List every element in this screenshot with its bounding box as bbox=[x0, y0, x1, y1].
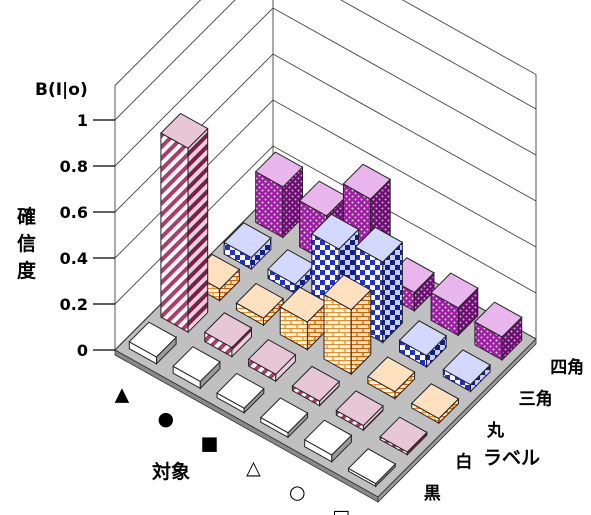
bar-○-丸 bbox=[367, 356, 416, 400]
bar-▲-白 bbox=[160, 112, 209, 334]
z-side-char-2: 信 bbox=[17, 232, 36, 255]
bar-●-白 bbox=[203, 312, 253, 358]
x-tick-label: ○ bbox=[289, 481, 306, 503]
z-tick-label: 0.2 bbox=[60, 295, 88, 314]
bar-●-丸 bbox=[235, 282, 284, 327]
bar-■-白 bbox=[247, 338, 297, 383]
z-side-char-3: 度 bbox=[17, 259, 37, 282]
bar-△-白 bbox=[291, 365, 341, 407]
gridline bbox=[114, 7, 537, 167]
x-tick-label: △ bbox=[246, 457, 261, 479]
bar-□-四角 bbox=[474, 301, 523, 362]
bar-▲-四角 bbox=[254, 151, 304, 239]
x-tick-label: ■ bbox=[201, 432, 219, 454]
bar-□-黒 bbox=[347, 448, 397, 488]
bar-□-丸 bbox=[410, 383, 460, 425]
y-tick-label: 黒 bbox=[424, 484, 441, 504]
bar-○-白 bbox=[335, 390, 384, 432]
bar-●-黒 bbox=[172, 346, 221, 390]
z-tick-label: 0 bbox=[77, 341, 88, 360]
y-tick-label: 三角 bbox=[519, 388, 553, 409]
y-tick-label: 丸 bbox=[486, 420, 505, 441]
z-tick-label: 1 bbox=[77, 111, 88, 130]
y-axis-title: ラベル bbox=[483, 447, 540, 469]
bar-□-白 bbox=[379, 416, 428, 456]
z-axis-title: B(I|o) bbox=[35, 80, 88, 100]
bar-○-四角 bbox=[430, 272, 479, 337]
gridline bbox=[114, 0, 537, 121]
y-tick-label: 四角 bbox=[550, 357, 584, 378]
bar-▲-黒 bbox=[128, 321, 177, 366]
z-tick-label: 0.8 bbox=[60, 157, 88, 176]
bar-□-三角 bbox=[442, 349, 491, 393]
y-tick-label: 白 bbox=[455, 452, 472, 473]
x-tick-label: □ bbox=[332, 506, 350, 515]
bar-○-黒 bbox=[303, 419, 353, 464]
bar-■-黒 bbox=[216, 372, 265, 415]
bar-△-丸 bbox=[323, 274, 372, 376]
bars-group bbox=[128, 112, 523, 488]
bar-△-黒 bbox=[259, 397, 309, 439]
z-tick-label: 0.6 bbox=[60, 203, 88, 222]
z-axis-side-title: 確 信 度 bbox=[17, 205, 43, 282]
bar-▲-三角 bbox=[223, 222, 272, 271]
x-tick-label: ● bbox=[158, 408, 175, 430]
floor-rim-right bbox=[377, 338, 537, 503]
bar-○-三角 bbox=[398, 320, 448, 369]
z-tick-label: 0.4 bbox=[60, 249, 88, 268]
z-side-char-1: 確 bbox=[17, 205, 36, 228]
x-axis-title: 対象 bbox=[151, 460, 190, 483]
x-tick-label: ▲ bbox=[115, 383, 130, 405]
